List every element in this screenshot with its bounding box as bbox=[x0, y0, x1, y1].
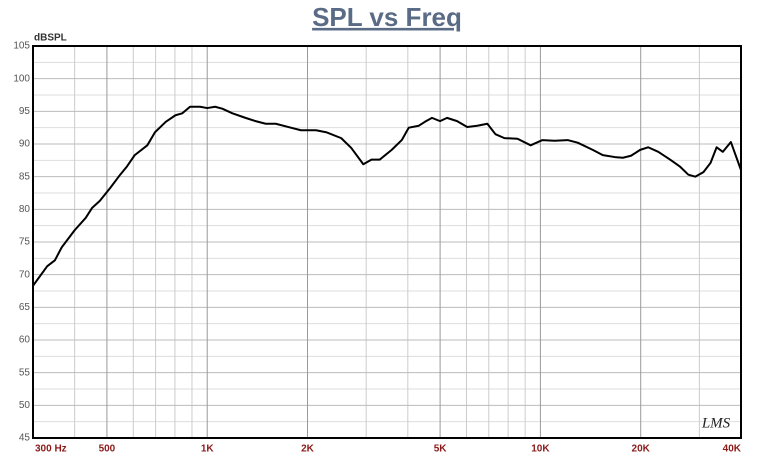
y-tick-label: 45 bbox=[19, 433, 31, 444]
y-tick-label: 100 bbox=[13, 73, 30, 84]
x-tick-label: 1K bbox=[201, 444, 215, 455]
x-tick-label: 500 bbox=[99, 444, 116, 455]
y-tick-label: 70 bbox=[19, 269, 31, 280]
x-tick-label: 2K bbox=[301, 444, 315, 455]
y-tick-label: 55 bbox=[19, 367, 31, 378]
plot-frame bbox=[32, 45, 742, 439]
watermark: LMS bbox=[701, 415, 731, 431]
y-tick-label: 95 bbox=[19, 106, 31, 117]
y-tick-label: 105 bbox=[13, 41, 30, 52]
y-tick-label: 50 bbox=[19, 400, 31, 411]
x-tick-label: 40K bbox=[723, 444, 742, 455]
y-tick-label: 60 bbox=[19, 335, 31, 346]
y-tick-label: 85 bbox=[19, 171, 31, 182]
spl-curve bbox=[32, 105, 742, 287]
x-tick-label: 10K bbox=[531, 444, 550, 455]
x-tick-label: 5K bbox=[434, 444, 448, 455]
x-tick-label: 20K bbox=[632, 444, 651, 455]
y-tick-label: 75 bbox=[19, 237, 31, 248]
y-tick-label: 90 bbox=[19, 139, 31, 150]
chart-title: SPL vs Freq bbox=[312, 2, 462, 32]
y-axis-label: dBSPL bbox=[34, 33, 67, 44]
y-tick-label: 80 bbox=[19, 204, 31, 215]
y-tick-label: 65 bbox=[19, 302, 31, 313]
x-tick-label: 300 Hz bbox=[35, 444, 67, 455]
